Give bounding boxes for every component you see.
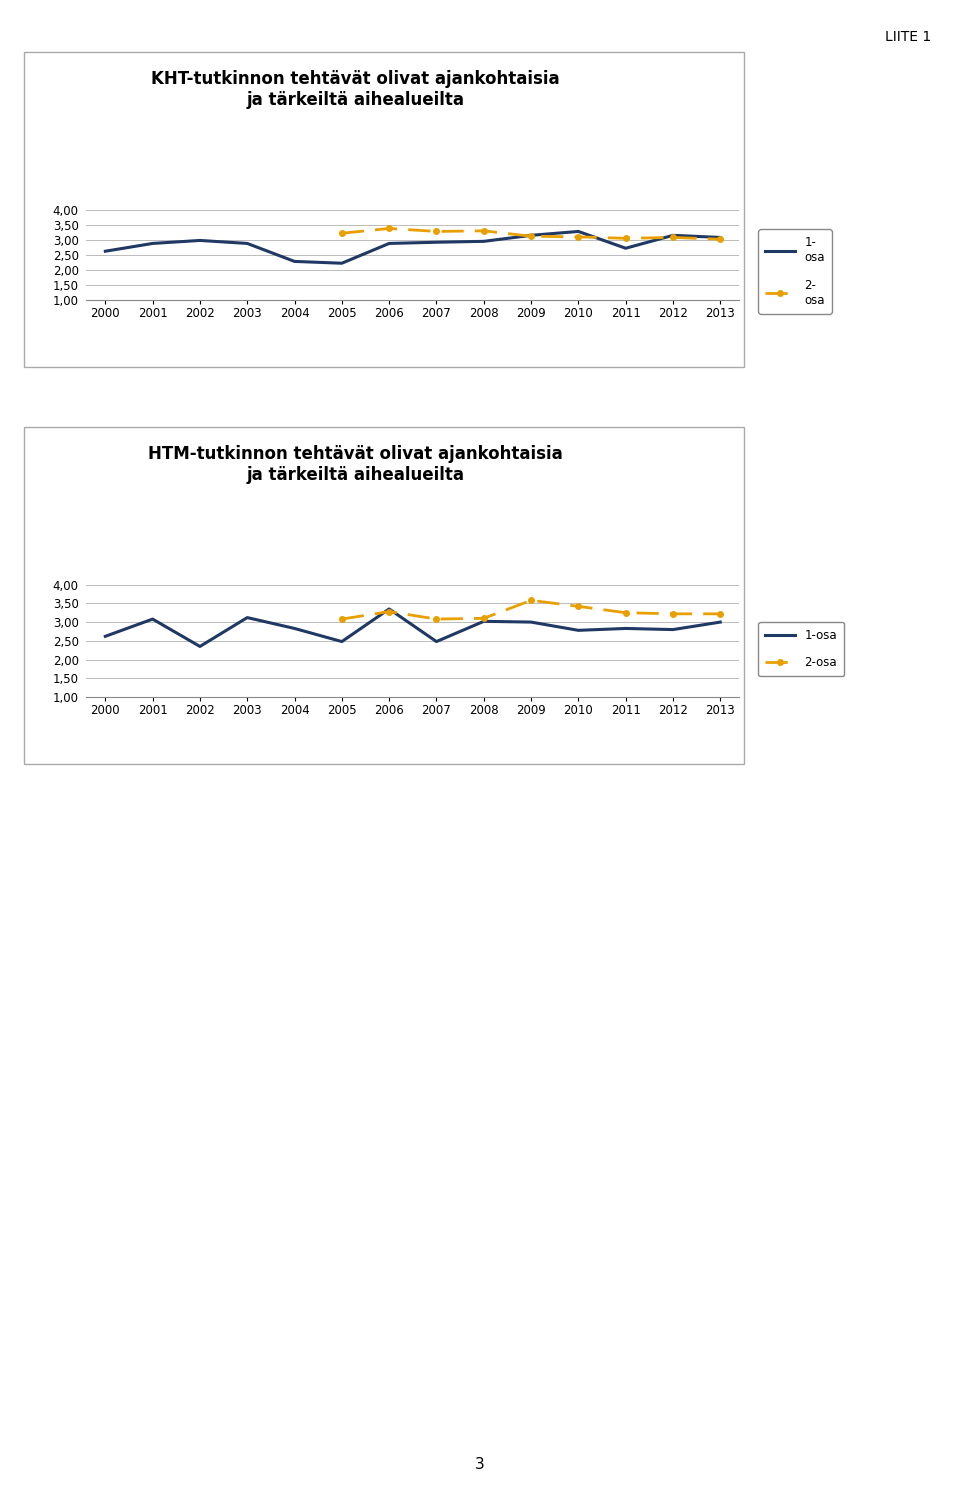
Legend: 1-
osa, 2-
osa: 1- osa, 2- osa xyxy=(758,229,831,313)
Legend: 1-osa, 2-osa: 1-osa, 2-osa xyxy=(758,622,844,676)
Text: 3: 3 xyxy=(475,1457,485,1472)
Text: HTM-tutkinnon tehtävät olivat ajankohtaisia
ja tärkeiltä aihealueilta: HTM-tutkinnon tehtävät olivat ajankohtai… xyxy=(148,445,563,484)
Text: KHT-tutkinnon tehtävät olivat ajankohtaisia
ja tärkeiltä aihealueilta: KHT-tutkinnon tehtävät olivat ajankohtai… xyxy=(151,70,560,109)
Text: LIITE 1: LIITE 1 xyxy=(885,30,931,43)
